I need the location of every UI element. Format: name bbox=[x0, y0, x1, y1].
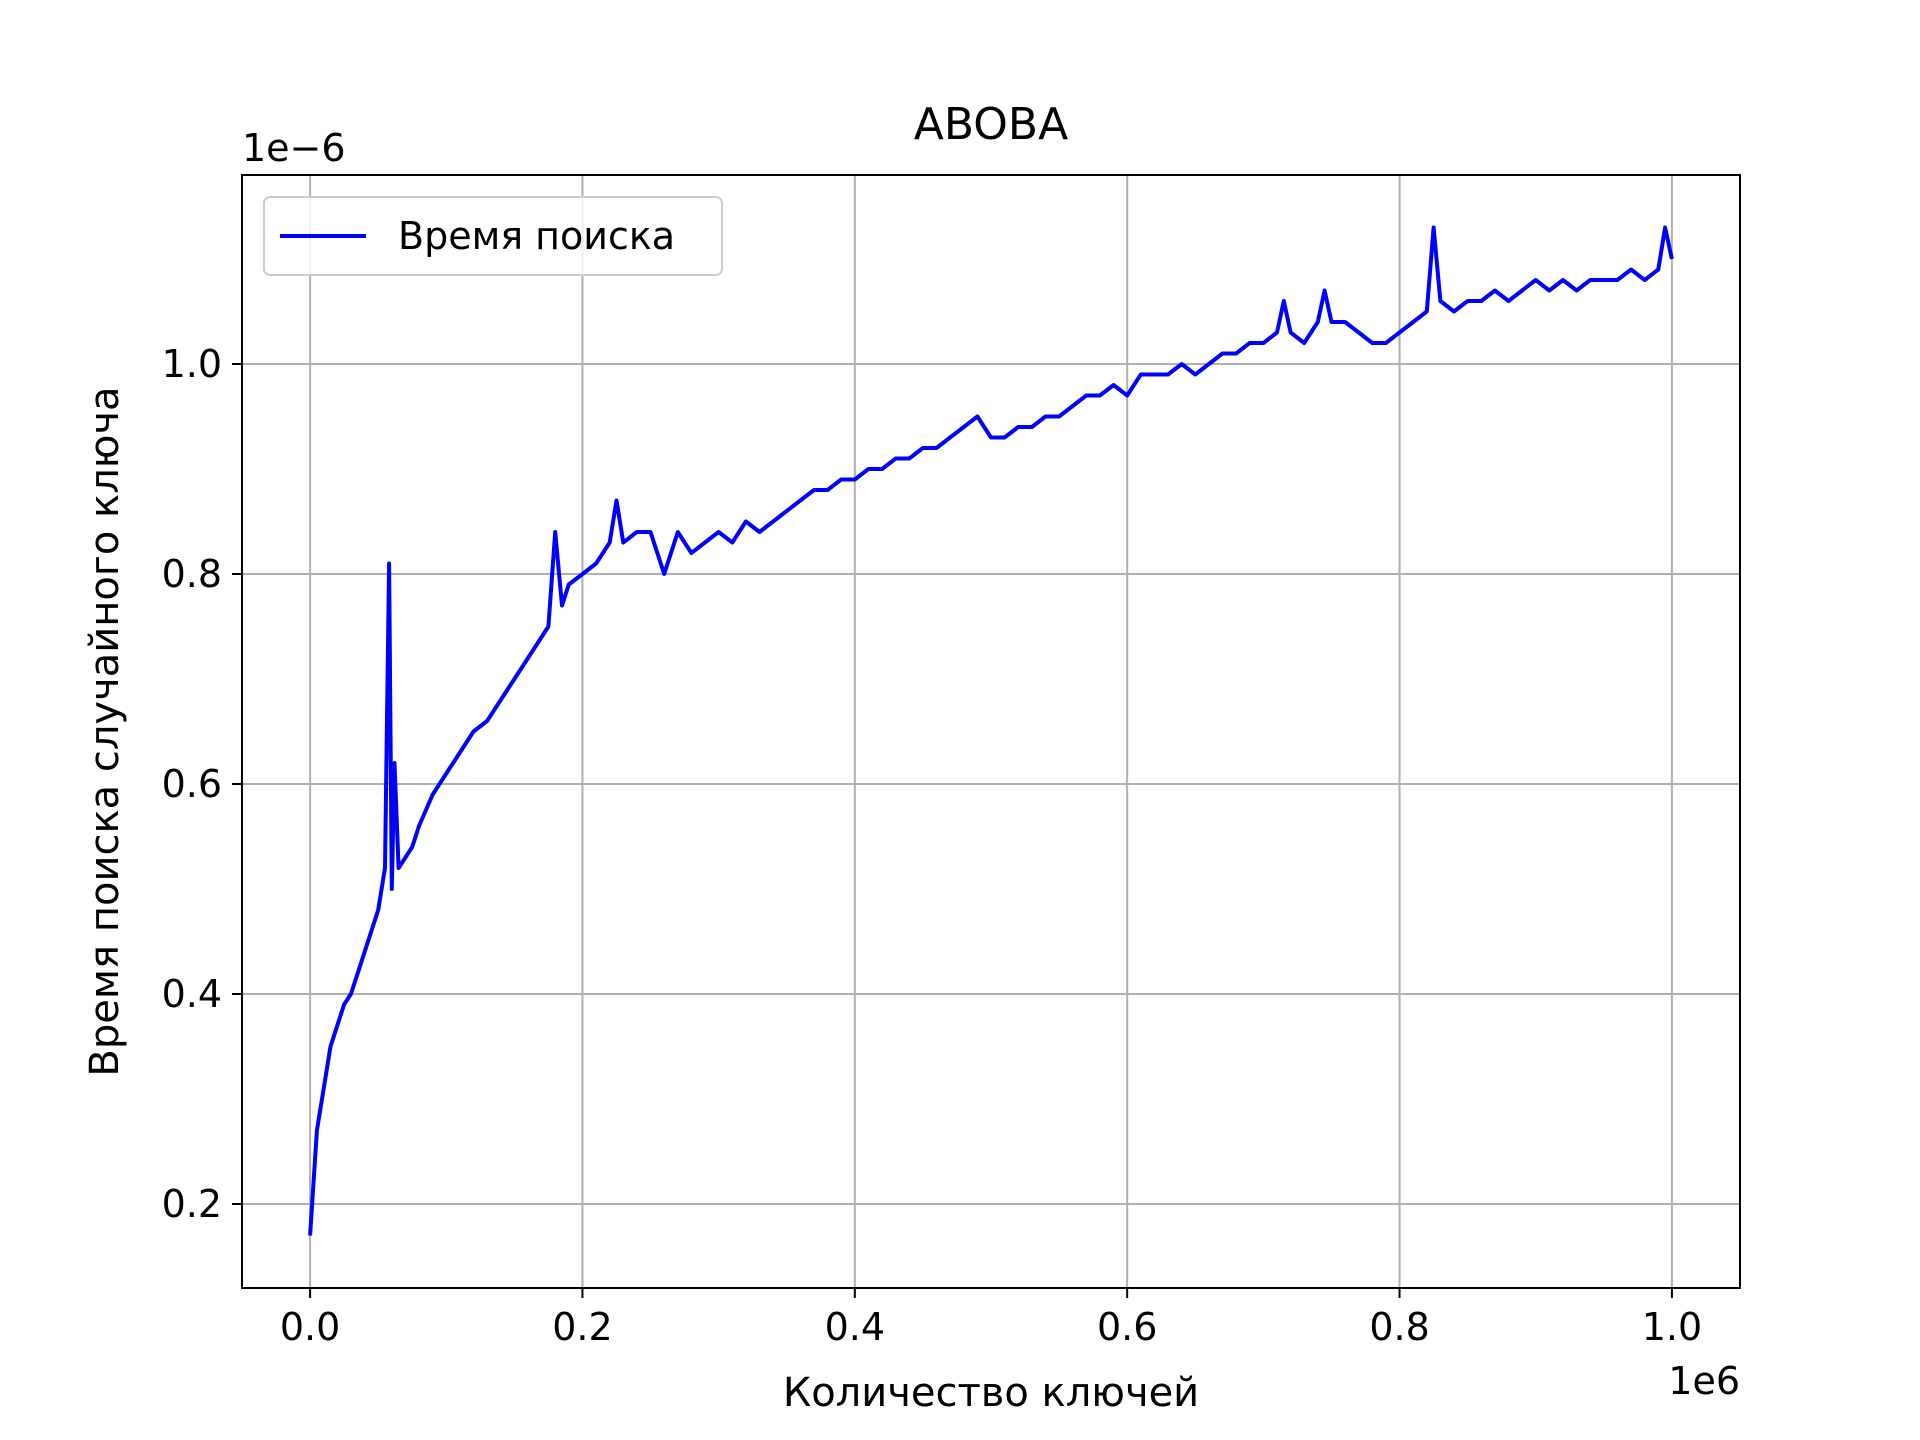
x-tick-label: 0.2 bbox=[552, 1305, 612, 1349]
y-axis-ticks: 0.2 0.4 0.6 0.8 1.0 bbox=[162, 342, 242, 1226]
x-axis-offset-label: 1e6 bbox=[1668, 1359, 1740, 1403]
y-axis-label: Время поиска случайного ключа bbox=[82, 386, 128, 1076]
x-tick-label: 1.0 bbox=[1642, 1305, 1702, 1349]
x-tick-label: 0.0 bbox=[280, 1305, 340, 1349]
x-tick-label: 0.4 bbox=[825, 1305, 885, 1349]
y-tick-label: 0.2 bbox=[162, 1182, 222, 1226]
y-axis-offset-label: 1e−6 bbox=[242, 126, 346, 170]
x-axis-label: Количество ключей bbox=[783, 1370, 1199, 1416]
legend: Время поиска bbox=[263, 196, 723, 276]
y-tick-label: 0.8 bbox=[162, 552, 222, 596]
y-tick-label: 0.4 bbox=[162, 972, 222, 1016]
y-tick-label: 0.6 bbox=[162, 762, 222, 806]
y-tick-label: 1.0 bbox=[162, 342, 222, 386]
x-tick-label: 0.6 bbox=[1097, 1305, 1157, 1349]
x-axis-ticks: 0.0 0.2 0.4 0.6 0.8 1.0 bbox=[280, 1288, 1702, 1349]
grid-lines bbox=[242, 175, 1740, 1288]
series-lines bbox=[308, 225, 1674, 1236]
legend-box bbox=[263, 196, 723, 276]
legend-label: Время поиска bbox=[398, 214, 675, 258]
x-tick-label: 0.8 bbox=[1369, 1305, 1429, 1349]
chart-title: ABOBA bbox=[914, 99, 1068, 150]
series-line bbox=[308, 225, 1674, 1236]
plot-area-frame bbox=[241, 174, 1741, 1289]
